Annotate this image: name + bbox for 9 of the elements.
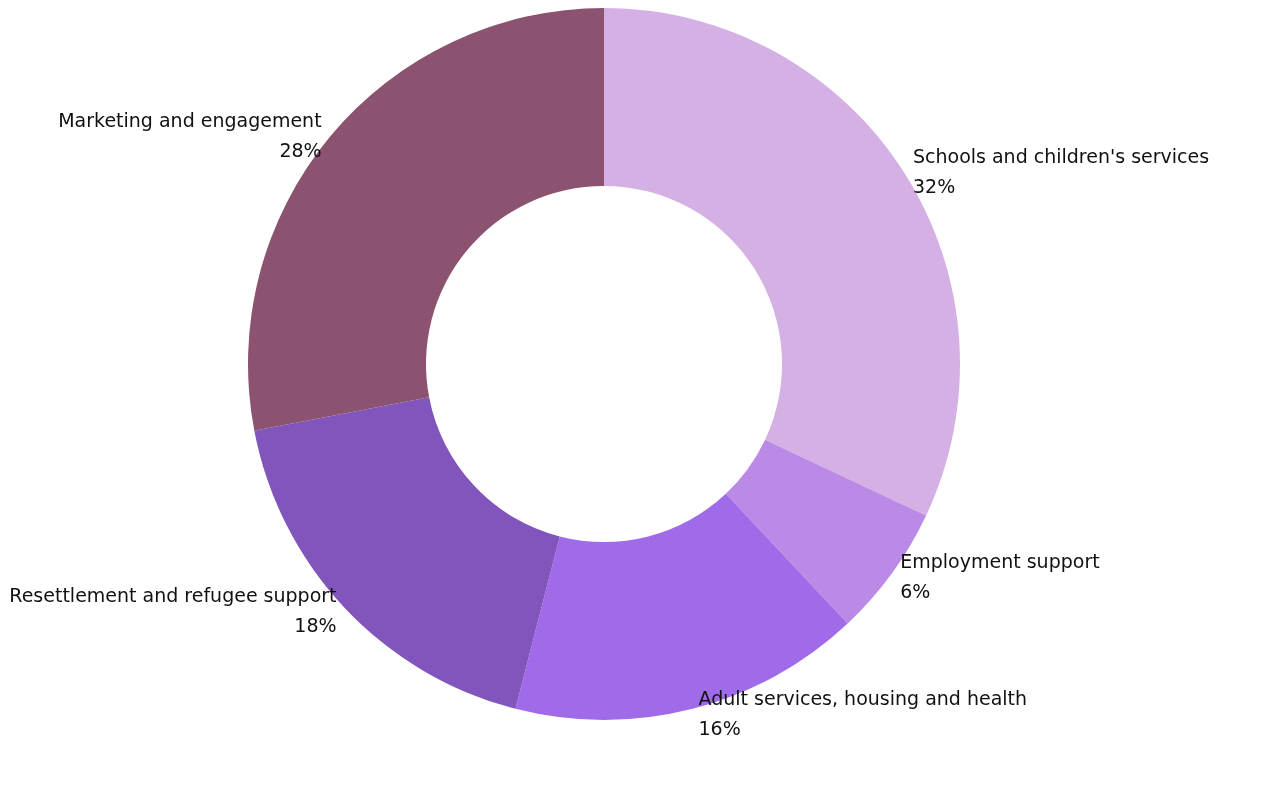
- slice-label: Schools and children's services: [912, 145, 1210, 168]
- slice-label: Resettlement and refugee support: [9, 584, 337, 607]
- data-label: 18%: [294, 614, 337, 637]
- data-label: 32%: [912, 175, 956, 198]
- data-label: 28%: [279, 138, 322, 161]
- slice-label: Marketing and engagement: [58, 108, 322, 131]
- data-label: 16%: [698, 716, 741, 739]
- data-label: 6%: [900, 579, 931, 602]
- slice-label: Employment support: [900, 549, 1100, 572]
